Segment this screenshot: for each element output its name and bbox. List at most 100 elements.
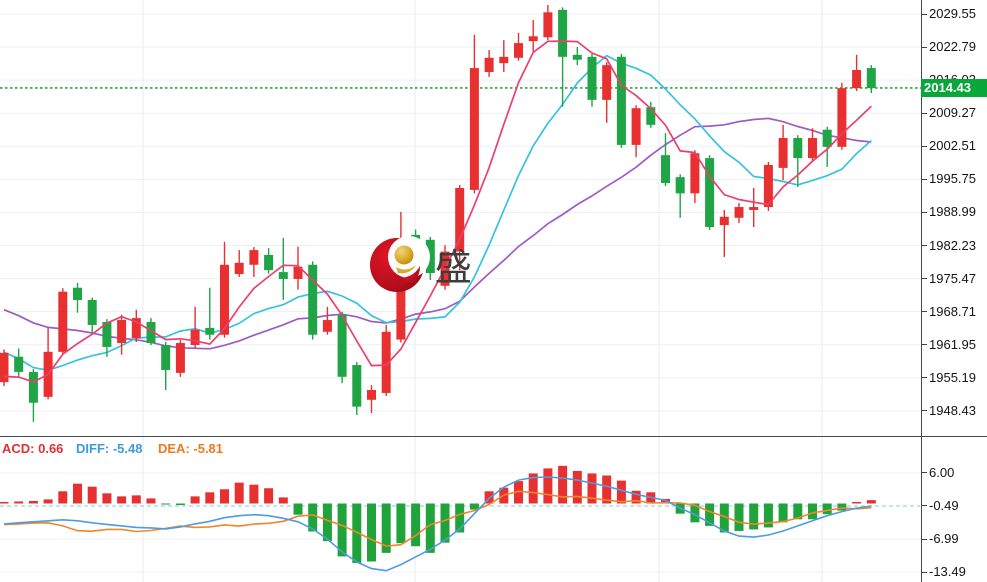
macd-bar (822, 503, 832, 515)
macd-bar (367, 503, 376, 562)
current-price-badge: 2014.43 (921, 78, 987, 97)
macd-bar (28, 500, 38, 504)
macd-bar (14, 501, 24, 504)
macd-bar (337, 503, 347, 557)
candle (778, 124, 788, 181)
price-axis-label: 1982.23 (922, 238, 976, 253)
macd-bar (763, 503, 773, 528)
macd-bar (411, 503, 421, 547)
candle (734, 203, 744, 224)
macd-bar (690, 503, 700, 523)
macd-bar (131, 495, 141, 504)
macd-bar (278, 497, 288, 504)
macd-bar (528, 473, 538, 504)
macd-axis-label: -6.99 (922, 532, 959, 546)
panel-divider (0, 436, 987, 437)
dea-value-label: DEA: -5.81 (158, 441, 224, 456)
candle (528, 20, 538, 53)
candle (661, 133, 670, 186)
candle (469, 34, 479, 194)
candle (837, 82, 847, 150)
candle (484, 49, 494, 77)
macd-bar (175, 503, 185, 506)
macd-bar (719, 503, 729, 533)
macd-bar (602, 475, 612, 504)
macd-bar (205, 492, 215, 504)
candle (73, 282, 82, 313)
candle (675, 174, 685, 218)
candle (705, 155, 715, 231)
candle (411, 229, 421, 257)
price-axis-label: 1948.43 (922, 403, 976, 418)
candle (87, 297, 97, 335)
macd-bar (58, 491, 68, 504)
candle (749, 187, 759, 228)
candle (220, 241, 229, 338)
diff-value-label: DIFF: -5.48 (76, 441, 143, 456)
price-axis-label: 2009.27 (922, 106, 976, 120)
macd-bar (749, 503, 759, 530)
candle (234, 250, 244, 277)
price-axis-label: 1968.71 (922, 304, 976, 319)
candle (58, 288, 68, 355)
candle (808, 128, 817, 162)
macd-bar (808, 503, 817, 520)
macd-bar (381, 503, 391, 553)
candle (337, 311, 347, 384)
candle (793, 135, 803, 187)
macd-bar (425, 503, 435, 553)
macd-bar (852, 501, 862, 504)
macd-bar (117, 496, 127, 504)
macd-bar (264, 488, 274, 504)
candle (102, 319, 112, 357)
candle (28, 368, 38, 422)
candle (852, 54, 862, 92)
candle (543, 4, 553, 41)
macd-bar (220, 489, 229, 504)
macd-bar (837, 503, 847, 511)
candle (455, 185, 465, 271)
macd-bar (455, 503, 465, 533)
candle (264, 248, 274, 274)
candle (763, 162, 773, 211)
macd-bar (146, 498, 156, 504)
macd-chart-canvas[interactable] (0, 437, 921, 582)
candle (175, 340, 185, 377)
macd-bar (234, 482, 244, 504)
macd-bar (440, 503, 450, 543)
candle (572, 47, 582, 66)
macd-bar (558, 465, 568, 504)
candle (602, 62, 612, 123)
macd-bar (352, 503, 362, 564)
macd-axis-label: 6.00 (922, 465, 954, 480)
macd-bar (293, 503, 303, 515)
macd-bar (616, 480, 626, 504)
candle (322, 306, 332, 335)
macd-bar (778, 503, 788, 523)
candle (616, 53, 626, 148)
macd-value-label: ACD: 0.66 (2, 441, 64, 456)
candle (690, 150, 700, 204)
macd-bar (43, 499, 53, 504)
macd-bar (0, 501, 9, 504)
macd-bar (587, 473, 597, 504)
candle (205, 287, 215, 340)
macd-bar (572, 470, 582, 504)
macd-bar (514, 481, 523, 504)
price-axis-label: 2029.55 (922, 7, 976, 21)
candle (14, 348, 24, 378)
macd-bar (469, 503, 479, 510)
candle (161, 342, 171, 391)
candle (0, 349, 9, 387)
price-axis-label: 1955.19 (922, 370, 976, 385)
macd-bar (705, 503, 715, 526)
price-axis-label: 1975.47 (922, 271, 976, 286)
macd-bar (793, 503, 803, 520)
candle (278, 237, 288, 300)
candle (631, 105, 641, 158)
price-chart-canvas[interactable] (0, 0, 921, 437)
macd-bar (308, 503, 318, 532)
candle (43, 327, 53, 400)
price-axis-label: 2002.51 (922, 139, 976, 153)
